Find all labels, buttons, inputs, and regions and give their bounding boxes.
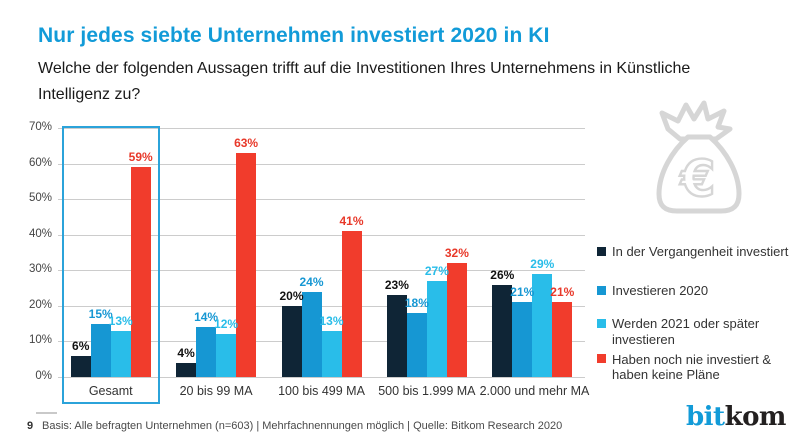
gridline	[58, 377, 585, 378]
money-bag-body	[656, 134, 742, 214]
bar	[301, 291, 322, 377]
bar	[406, 312, 427, 377]
y-axis-tick-label: 30%	[28, 263, 52, 276]
bar	[70, 355, 91, 377]
bar-value-label: 13%	[319, 313, 344, 328]
bar-value-label: 21%	[510, 285, 535, 300]
legend-swatch	[597, 318, 606, 328]
legend-label: Haben noch nie investiert & haben keine …	[612, 351, 771, 383]
bar-value-label: 13%	[108, 313, 133, 328]
bar	[532, 273, 553, 377]
y-axis-tick-label: 70%	[28, 121, 52, 133]
legend-label: In der Vergangenheit investiert	[612, 244, 789, 259]
bitkom-logo: bitkom	[686, 402, 786, 432]
legend-swatch	[597, 246, 606, 256]
gridline	[58, 199, 585, 201]
gesamt-highlight-box	[61, 126, 160, 404]
gridline	[58, 270, 585, 272]
bar	[512, 302, 533, 377]
bar-value-label: 18%	[404, 295, 429, 310]
bar-value-label: 23%	[384, 278, 409, 293]
legend: In der Vergangenheit investiert Investier…	[597, 244, 797, 406]
bar	[236, 152, 257, 377]
bar-value-label: 21%	[550, 285, 575, 300]
bar-value-label: 59%	[128, 150, 153, 165]
bar	[196, 327, 217, 377]
y-axis-tick-label: 0%	[35, 370, 52, 382]
page-title: Nur jedes siebte Unternehmen investiert …	[38, 24, 550, 47]
bar-value-label: 24%	[299, 274, 324, 289]
bar	[130, 167, 151, 377]
gridline	[58, 234, 585, 236]
bar	[321, 330, 342, 377]
footnote-divider	[36, 412, 57, 414]
category-label: 500 bis 1.999 MA	[378, 384, 476, 398]
y-axis-tick-label: 20%	[28, 298, 52, 311]
bar-value-label: 32%	[444, 246, 469, 261]
bar	[446, 263, 467, 377]
bar	[426, 280, 447, 377]
legend-label: Investieren 2020	[612, 283, 709, 299]
bar	[341, 231, 362, 377]
bar	[552, 302, 573, 377]
logo-text-kom: kom	[724, 402, 787, 432]
legend-item: Haben noch nie investiert & haben keine …	[597, 352, 797, 382]
page-subtitle: Welche der folgenden Aussagen trifft auf…	[38, 60, 691, 103]
logo-text-bit: bit	[686, 402, 725, 432]
category-label: 2.000 und mehr MA	[479, 384, 590, 398]
bar-value-label: 4%	[177, 345, 195, 360]
bar-value-label: 41%	[339, 214, 364, 229]
bar	[90, 323, 111, 377]
legend-swatch	[597, 354, 606, 364]
money-bag-euro-icon: €	[656, 100, 742, 214]
legend-label: Werden 2021 oder später investieren	[612, 316, 760, 347]
category-label: 100 bis 499 MA	[278, 384, 365, 398]
bar	[176, 362, 197, 377]
page-number: 9	[27, 420, 34, 432]
bar	[281, 305, 302, 377]
bar-value-label: 63%	[234, 135, 259, 150]
bar-value-label: 26%	[490, 267, 515, 282]
gridline	[58, 128, 585, 129]
bar-value-label: 15%	[88, 306, 113, 321]
money-bag-knot	[659, 100, 733, 142]
legend-item: In der Vergangenheit investiert	[597, 244, 797, 259]
bar	[216, 334, 237, 377]
bar-value-label: 27%	[424, 263, 449, 278]
y-axis-tick-label: 60%	[28, 156, 52, 169]
legend-item: Investieren 2020	[597, 283, 797, 298]
bar-value-label: 12%	[214, 317, 239, 332]
bar-value-label: 6%	[72, 338, 90, 353]
y-axis-tick-label: 50%	[28, 192, 52, 205]
source-note: Basis: Alle befragten Unternehmen (n=603…	[42, 420, 563, 432]
bar	[492, 284, 513, 377]
y-axis-tick-label: 40%	[28, 227, 52, 240]
gridline	[58, 163, 585, 165]
bar-value-label: 29%	[530, 256, 555, 271]
category-label: 20 bis 99 MA	[179, 384, 253, 398]
bar-value-label: 20%	[279, 288, 304, 303]
legend-item: Werden 2021 oder später investieren	[597, 316, 797, 347]
y-axis-tick-label: 10%	[28, 334, 52, 347]
bar	[110, 330, 131, 377]
bar-value-label: 14%	[194, 310, 219, 325]
gridline	[58, 305, 585, 307]
category-label: Gesamt	[88, 384, 133, 398]
euro-symbol-icon: €	[680, 150, 716, 208]
bar	[386, 295, 407, 377]
legend-swatch	[597, 285, 606, 295]
